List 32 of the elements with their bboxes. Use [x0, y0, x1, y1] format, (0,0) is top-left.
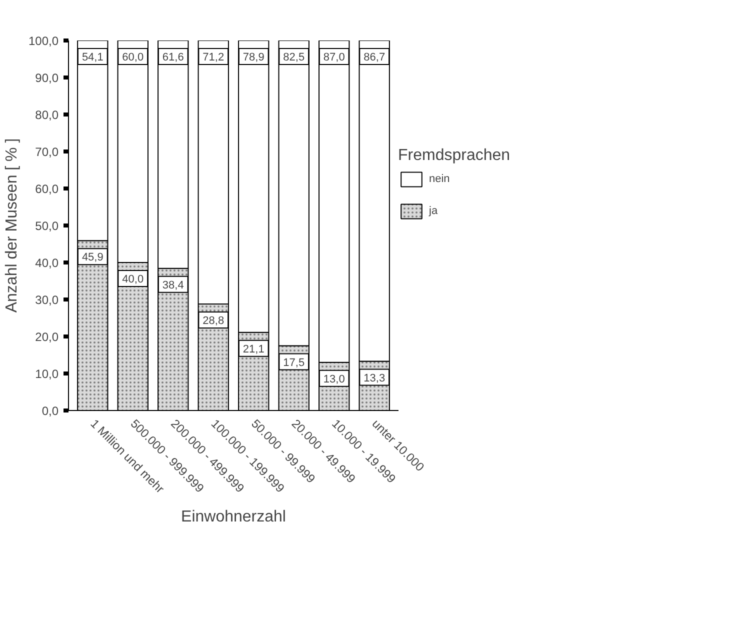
legend-title: Fremdsprachen [398, 147, 510, 165]
data-label: 17,5 [283, 356, 305, 369]
legend-label: ja [429, 205, 439, 217]
data-label: 61,6 [162, 52, 184, 64]
data-label: 86,7 [364, 52, 386, 64]
data-label: 78,9 [242, 52, 264, 64]
y-tick-label: 100,0 [28, 34, 59, 48]
data-label: 13,3 [364, 372, 386, 384]
y-tick-label: 70,0 [35, 145, 59, 159]
y-tick-label: 50,0 [35, 219, 59, 233]
y-tick-label: 0,0 [42, 404, 59, 418]
data-label: 28,8 [202, 314, 224, 327]
data-label: 21,1 [242, 343, 264, 356]
y-tick-label: 20,0 [35, 330, 59, 344]
x-axis-title: Einwohnerzahl [181, 508, 286, 526]
data-label: 87,0 [323, 52, 345, 64]
y-axis-title: Anzahl der Museen [ % ] [3, 138, 20, 313]
data-label: 82,5 [283, 52, 305, 64]
legend-label: nein [429, 173, 450, 185]
y-tick-label: 60,0 [35, 182, 59, 196]
y-tick-label: 40,0 [35, 256, 59, 270]
data-label: 60,0 [122, 52, 144, 64]
y-tick-label: 30,0 [35, 293, 59, 307]
data-label: 54,1 [82, 52, 104, 64]
data-label: 38,4 [162, 279, 184, 292]
data-label: 71,2 [202, 52, 224, 64]
data-label: 40,0 [122, 274, 144, 286]
data-label: 45,9 [82, 252, 104, 264]
data-label: 13,0 [323, 373, 345, 386]
y-tick-label: 10,0 [35, 367, 59, 381]
y-tick-label: 80,0 [35, 108, 59, 122]
y-tick-label: 90,0 [35, 71, 59, 85]
